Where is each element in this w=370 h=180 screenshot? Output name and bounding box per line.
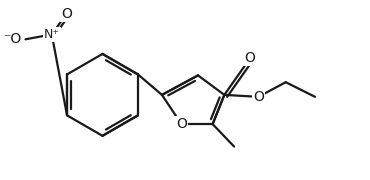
Text: O: O: [61, 7, 72, 21]
Text: ⁻O: ⁻O: [3, 32, 21, 46]
Text: O: O: [244, 51, 255, 65]
Text: O: O: [176, 117, 187, 131]
Text: O: O: [253, 90, 264, 104]
Text: N⁺: N⁺: [44, 28, 60, 41]
